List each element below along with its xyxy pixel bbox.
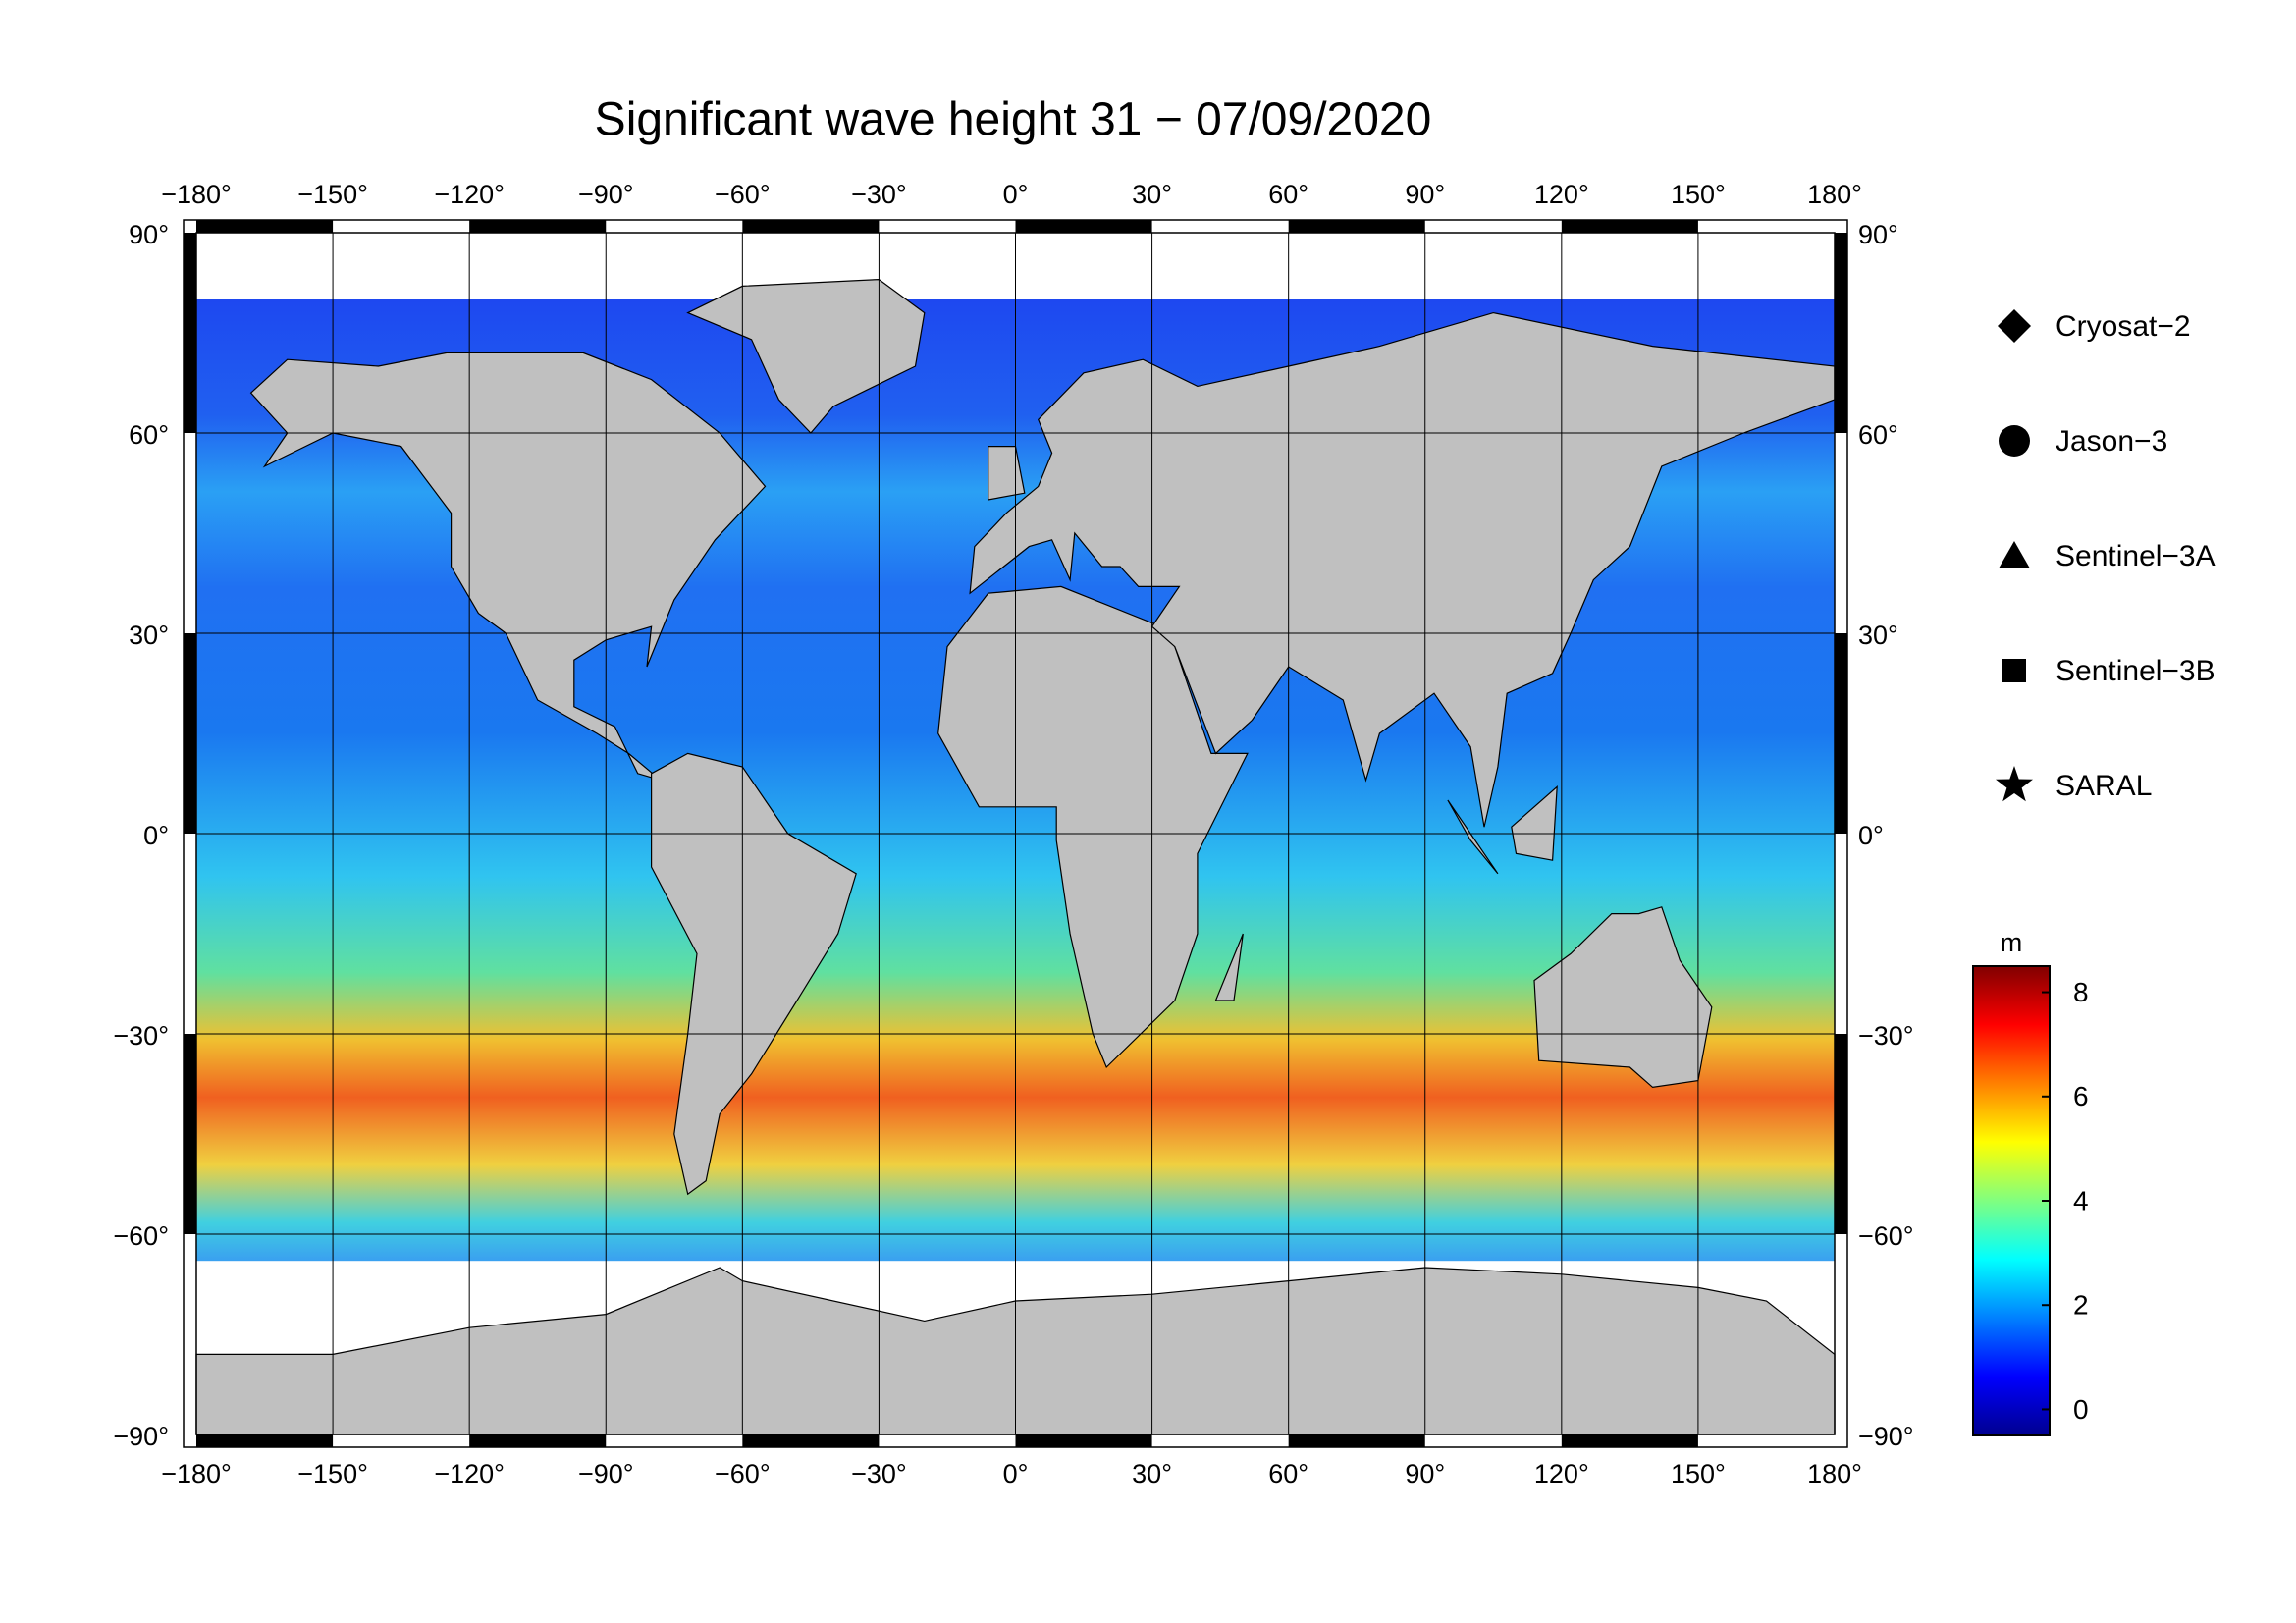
frame-band [1835, 1034, 1847, 1234]
legend-label: Sentinel−3B [2056, 655, 2216, 687]
legend-item: Jason−3 [1999, 425, 2167, 458]
x-tick-label: 150° [1671, 180, 1726, 209]
y-tick-label: 60° [1858, 420, 1898, 450]
x-tick-label: −60° [715, 180, 771, 209]
frame-band [1015, 1434, 1152, 1447]
y-tick-label: −60° [1858, 1221, 1914, 1251]
colorbar-tick-label: 2 [2073, 1290, 2089, 1321]
frame-band [1835, 633, 1847, 834]
colorbar [1972, 965, 2051, 1436]
frame-band [184, 633, 196, 834]
land [249, 352, 767, 782]
legend-label: Cryosat−2 [2056, 310, 2191, 343]
y-tick-label: 90° [129, 220, 169, 249]
x-tick-label: −90° [578, 180, 634, 209]
y-tick-label: 60° [129, 420, 169, 450]
frame-band [742, 1434, 880, 1447]
land [1214, 933, 1244, 1001]
y-tick-label: −30° [113, 1021, 169, 1051]
legend-marker [2002, 659, 2026, 682]
frame-band [1835, 233, 1847, 433]
frame-band [469, 1434, 607, 1447]
legend-item: Sentinel−3A [1999, 540, 2216, 572]
x-tick-label: 30° [1132, 180, 1172, 209]
x-tick-label: −180° [161, 1459, 232, 1488]
x-tick-label: 120° [1534, 180, 1589, 209]
frame-band [1561, 1434, 1698, 1447]
y-tick-label: −90° [1858, 1422, 1914, 1451]
x-tick-label: 30° [1132, 1459, 1172, 1488]
land [686, 278, 926, 434]
land [1511, 784, 1558, 861]
legend-item: Sentinel−3B [2002, 655, 2216, 687]
legend-marker [1996, 766, 2033, 802]
x-tick-label: −120° [434, 180, 505, 209]
x-tick-label: 0° [1003, 180, 1029, 209]
frame-band [1015, 220, 1152, 233]
x-tick-label: 180° [1807, 180, 1862, 209]
frame-inner [195, 232, 1836, 1435]
frame [183, 219, 1848, 1448]
y-tick-label: 0° [143, 821, 169, 850]
colorbar-label: m [2001, 928, 2023, 957]
legend-item: Cryosat−2 [1998, 309, 2191, 343]
colorbar-tick-label: 0 [2073, 1394, 2089, 1425]
y-tick-label: −90° [113, 1422, 169, 1451]
legend-marker [1999, 425, 2030, 457]
colorbar-tick-label: 8 [2073, 977, 2089, 1007]
frame-band [1288, 220, 1425, 233]
x-tick-label: −30° [851, 180, 907, 209]
land [1533, 906, 1713, 1089]
frame-band [196, 1434, 334, 1447]
frame-band [469, 220, 607, 233]
x-tick-label: 120° [1534, 1459, 1589, 1488]
chart-title: Significant wave height 31 − 07/09/2020 [595, 94, 1432, 146]
legend-marker [1999, 541, 2030, 568]
legend-item: SARAL [1996, 766, 2152, 802]
x-tick-label: 180° [1807, 1459, 1862, 1488]
y-tick-label: 90° [1858, 220, 1898, 249]
y-tick-label: 30° [1858, 621, 1898, 650]
frame-band [184, 233, 196, 433]
x-tick-label: 90° [1405, 1459, 1445, 1488]
y-tick-label: −30° [1858, 1021, 1914, 1051]
x-tick-label: −120° [434, 1459, 505, 1488]
x-tick-label: −150° [297, 180, 368, 209]
x-tick-label: −150° [297, 1459, 368, 1488]
x-tick-label: 0° [1003, 1459, 1029, 1488]
colorbar-tick-label: 6 [2073, 1081, 2089, 1111]
x-tick-label: −60° [715, 1459, 771, 1488]
x-tick-label: 60° [1268, 180, 1308, 209]
y-tick-label: 0° [1858, 821, 1884, 850]
legend-label: Jason−3 [2056, 425, 2167, 458]
colorbar-tick-label: 4 [2073, 1185, 2089, 1216]
frame-band [1561, 220, 1698, 233]
y-tick-label: 30° [129, 621, 169, 650]
x-tick-label: 150° [1671, 1459, 1726, 1488]
legend-label: Sentinel−3A [2056, 540, 2216, 572]
x-tick-label: −30° [851, 1459, 907, 1488]
frame-band [196, 220, 334, 233]
x-tick-label: −180° [161, 180, 232, 209]
land [650, 752, 857, 1196]
y-tick-label: −60° [113, 1221, 169, 1251]
frame-band [742, 220, 880, 233]
frame-band [184, 1034, 196, 1234]
frame-band [1288, 1434, 1425, 1447]
legend-marker [1998, 309, 2031, 343]
x-tick-label: 90° [1405, 180, 1445, 209]
x-tick-label: 60° [1268, 1459, 1308, 1488]
land [1447, 799, 1499, 875]
legend-label: SARAL [2056, 770, 2152, 802]
x-tick-label: −90° [578, 1459, 634, 1488]
